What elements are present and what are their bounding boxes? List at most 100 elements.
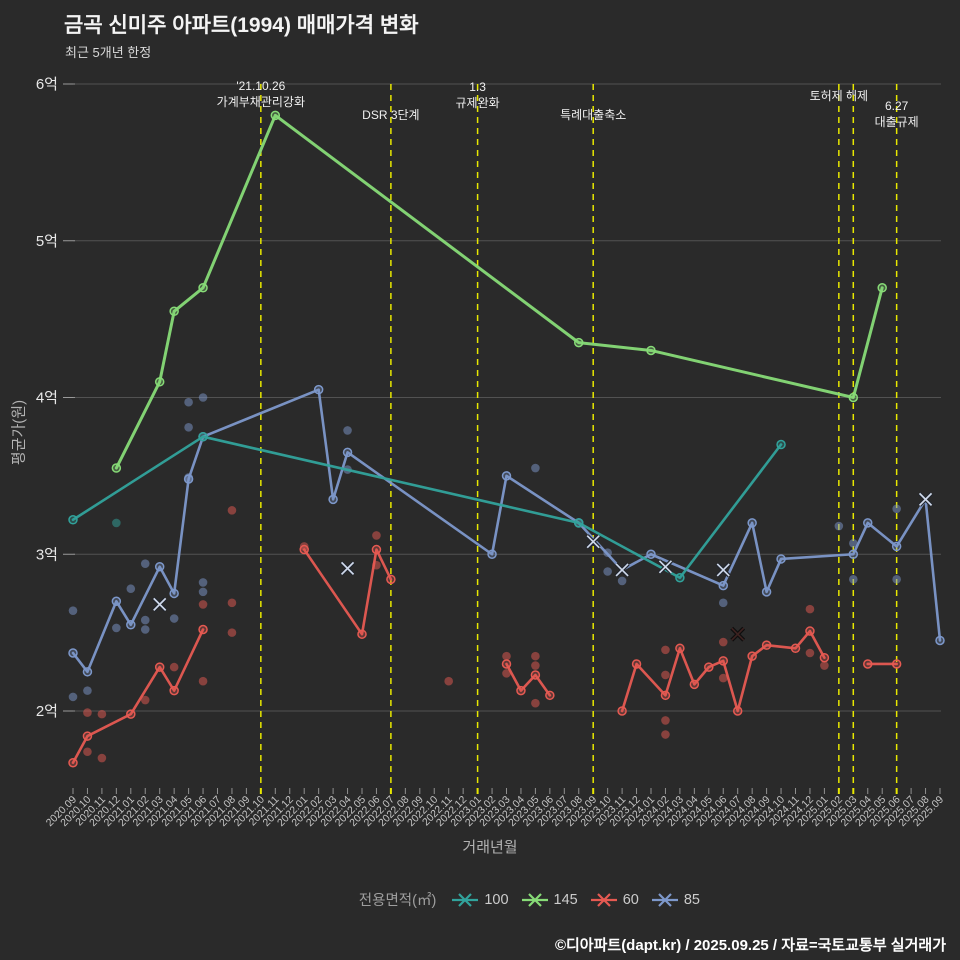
- series-point: [82, 667, 93, 677]
- transaction-dot: [112, 518, 121, 528]
- series-point: [126, 709, 136, 719]
- series-point: [154, 662, 165, 672]
- transaction-dot: [184, 422, 193, 432]
- series-point: [111, 463, 122, 473]
- x-axis-ticks: [72, 788, 941, 794]
- series-point: [501, 471, 512, 481]
- series-point: [82, 731, 93, 741]
- transaction-dot: [169, 662, 179, 672]
- transaction-dot: [661, 645, 670, 655]
- series-point: [863, 659, 873, 669]
- series-point: [313, 384, 324, 395]
- transaction-dot: [603, 567, 612, 576]
- transaction-dot: [198, 578, 208, 587]
- series-point: [386, 574, 396, 585]
- transaction-dot: [198, 393, 208, 402]
- cancelled-transaction-markers: [152, 491, 933, 642]
- svg-text:DSR 3단계: DSR 3단계: [362, 108, 419, 122]
- series-point: [747, 651, 757, 661]
- transaction-dot: [83, 708, 92, 717]
- series-100: [68, 431, 786, 583]
- transaction-dot: [718, 673, 728, 683]
- series-point: [935, 635, 945, 646]
- series-point: [169, 685, 179, 696]
- page-title: 금곡 신미주 아파트(1994) 매매가격 변화: [64, 14, 419, 37]
- transaction-dot: [299, 542, 309, 551]
- series-point: [126, 620, 136, 630]
- transaction-dot: [97, 753, 107, 763]
- transaction-dot: [169, 614, 179, 623]
- transaction-dot: [661, 730, 670, 739]
- series-point: [545, 690, 555, 701]
- transaction-dot: [849, 538, 858, 548]
- svg-text:특례대출축소: 특례대출축소: [560, 108, 626, 122]
- series-point: [646, 549, 656, 559]
- transaction-dot: [97, 709, 107, 719]
- legend-title: 전용면적(㎡): [358, 893, 437, 909]
- svg-text:5억: 5억: [36, 233, 58, 250]
- transaction-dot: [834, 521, 844, 531]
- transaction-dot: [444, 676, 454, 686]
- transaction-dot: [227, 598, 237, 608]
- transaction-dot: [140, 615, 150, 625]
- x-marker-icon: [586, 535, 600, 549]
- y-axis-title: 평균가(원): [10, 399, 28, 466]
- transaction-dot: [198, 587, 208, 597]
- series-point: [154, 562, 165, 572]
- x-axis-labels: 2020.092020.102020.112020.122021.012021.…: [44, 794, 946, 829]
- series-point: [863, 518, 873, 528]
- transaction-dot: [227, 628, 237, 637]
- x-marker-icon: [153, 597, 167, 612]
- series-point: [631, 659, 642, 669]
- y-tick-labels: 6억 5억 4억 3억 2억: [36, 76, 58, 720]
- transaction-dot: [892, 504, 901, 514]
- series-85: [68, 384, 945, 677]
- series-point: [718, 656, 728, 666]
- transaction-dot: [531, 651, 540, 661]
- transaction-dot: [372, 531, 381, 540]
- series-point: [675, 643, 685, 654]
- line-x-marker-icon: [452, 892, 479, 907]
- x-marker-icon: [716, 563, 730, 577]
- series-point: [357, 629, 367, 639]
- transaction-dot: [343, 426, 352, 435]
- series-point: [68, 648, 78, 658]
- legend-item-label: 85: [683, 891, 700, 908]
- transaction-dot: [140, 625, 150, 634]
- series-point: [169, 306, 179, 317]
- series-point: [689, 679, 700, 690]
- svg-text:4억: 4억: [36, 390, 58, 407]
- legend-item-145[interactable]: 145: [521, 892, 578, 908]
- series-point: [68, 757, 78, 768]
- x-marker-icon: [340, 561, 355, 575]
- series-point: [154, 377, 165, 387]
- series-point: [111, 596, 122, 607]
- legend-item-100[interactable]: 100: [452, 891, 509, 908]
- transaction-dot: [83, 747, 92, 757]
- series-point: [848, 549, 859, 559]
- series-point: [877, 283, 887, 293]
- transaction-dot: [198, 676, 208, 686]
- legend-item-85[interactable]: 85: [651, 891, 700, 908]
- transaction-dots: [68, 393, 901, 763]
- series-point: [342, 447, 353, 458]
- series-point: [675, 573, 685, 583]
- svg-text:6억: 6억: [36, 76, 58, 93]
- series-point: [487, 549, 497, 559]
- series-point: [819, 652, 830, 663]
- legend-item-60[interactable]: 60: [590, 892, 639, 908]
- transaction-dot: [83, 686, 92, 695]
- series-point: [891, 541, 902, 552]
- credit-line: ©디아파트(dapt.kr) / 2025.09.25 / 자료=국토교통부 실…: [554, 937, 946, 954]
- series-point: [891, 659, 902, 669]
- line-x-marker-icon: [651, 892, 678, 907]
- series-point: [68, 515, 78, 525]
- series-point: [704, 662, 714, 672]
- series-point: [198, 431, 208, 442]
- svg-text:'21.10.26: '21.10.26: [236, 79, 285, 93]
- series-point: [747, 518, 757, 528]
- legend-item-label: 100: [484, 891, 509, 908]
- x-marker-icon: [918, 492, 933, 506]
- line-x-marker-icon: [521, 892, 548, 907]
- transaction-dot: [531, 661, 540, 670]
